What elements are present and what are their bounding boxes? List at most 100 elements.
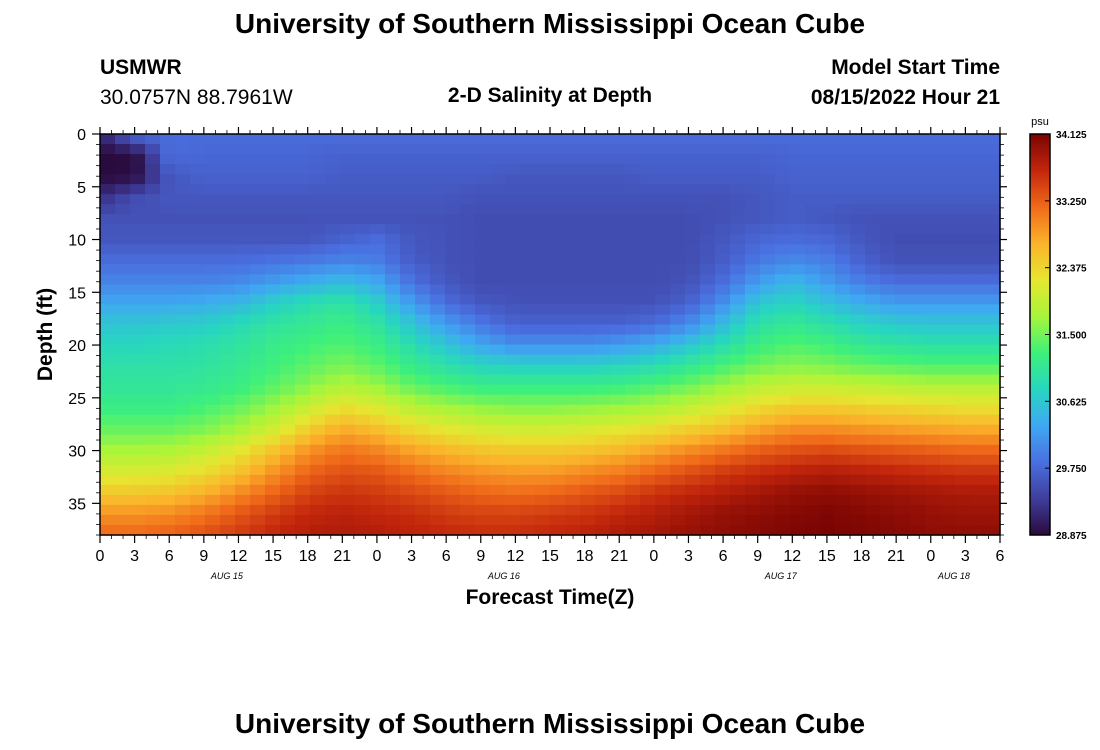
heatmap-cell xyxy=(790,154,806,165)
heatmap-cell xyxy=(460,484,476,496)
heatmap-cell xyxy=(805,314,821,326)
heatmap-cell xyxy=(865,244,881,255)
heatmap-cell xyxy=(145,304,161,316)
heatmap-cell xyxy=(985,484,1001,496)
heatmap-cell xyxy=(355,364,371,376)
heatmap-cell xyxy=(700,464,716,476)
heatmap-cell xyxy=(970,344,986,356)
heatmap-cell xyxy=(595,214,611,225)
heatmap-cell xyxy=(130,224,146,235)
heatmap-cell xyxy=(985,454,1001,466)
heatmap-cell xyxy=(910,504,926,516)
heatmap-cell xyxy=(790,144,806,155)
heatmap-cell xyxy=(100,434,116,446)
heatmap-cell xyxy=(610,424,626,436)
heatmap-cell xyxy=(595,404,611,416)
heatmap-cell xyxy=(145,444,161,456)
heatmap-cell xyxy=(670,304,686,316)
heatmap-cell xyxy=(310,154,326,165)
heatmap-cell xyxy=(910,294,926,306)
heatmap-cell xyxy=(730,314,746,326)
heatmap-cell xyxy=(805,404,821,416)
heatmap-cell xyxy=(460,174,476,185)
heatmap-cell xyxy=(370,214,386,225)
heatmap-cell xyxy=(100,464,116,476)
heatmap-cell xyxy=(850,374,866,386)
heatmap-cell xyxy=(115,434,131,446)
y-tick-label: 0 xyxy=(77,127,86,144)
heatmap-cell xyxy=(550,174,566,185)
heatmap-cell xyxy=(730,334,746,346)
heatmap-cell xyxy=(475,424,491,436)
heatmap-cell xyxy=(310,294,326,306)
heatmap-cell xyxy=(685,234,701,245)
heatmap-cell xyxy=(940,344,956,356)
heatmap-cell xyxy=(895,284,911,296)
heatmap-cell xyxy=(580,244,596,255)
heatmap-cell xyxy=(880,334,896,346)
heatmap-cell xyxy=(625,284,641,296)
heatmap-cell xyxy=(220,144,236,155)
heatmap-cell xyxy=(820,254,836,265)
heatmap-cell xyxy=(370,504,386,516)
heatmap-cell xyxy=(790,304,806,316)
heatmap-cell xyxy=(895,494,911,506)
heatmap-cell xyxy=(205,394,221,406)
heatmap-cell xyxy=(385,324,401,336)
heatmap-cell xyxy=(130,244,146,255)
heatmap-cell xyxy=(985,514,1001,526)
heatmap-cell xyxy=(910,194,926,205)
heatmap-cell xyxy=(115,284,131,296)
heatmap-cell xyxy=(700,274,716,285)
heatmap-cell xyxy=(880,364,896,376)
heatmap-cell xyxy=(505,144,521,155)
heatmap-cell xyxy=(250,454,266,466)
heatmap-cell xyxy=(250,304,266,316)
heatmap-cell xyxy=(145,374,161,386)
heatmap-cell xyxy=(625,324,641,336)
colorbar-tick-label: 34.125 xyxy=(1056,130,1087,141)
heatmap-cell xyxy=(655,304,671,316)
heatmap-cell xyxy=(880,394,896,406)
heatmap-cell xyxy=(550,434,566,446)
heatmap-cell xyxy=(790,164,806,175)
heatmap-cell xyxy=(100,174,116,185)
heatmap-cell xyxy=(445,364,461,376)
heatmap-cell xyxy=(370,404,386,416)
heatmap-cell xyxy=(805,464,821,476)
heatmap-cell xyxy=(790,404,806,416)
heatmap-cell xyxy=(100,274,116,285)
heatmap-cell xyxy=(505,244,521,255)
heatmap-cell xyxy=(220,394,236,406)
heatmap-cell xyxy=(355,464,371,476)
heatmap-cell xyxy=(775,424,791,436)
x-tick-label: 15 xyxy=(264,548,282,565)
heatmap-cell xyxy=(175,294,191,306)
heatmap-cell xyxy=(880,144,896,155)
heatmap-cell xyxy=(760,174,776,185)
heatmap-cell xyxy=(745,444,761,456)
heatmap-cell xyxy=(985,364,1001,376)
heatmap-cell xyxy=(520,444,536,456)
heatmap-cell xyxy=(130,314,146,326)
heatmap-cell xyxy=(790,504,806,516)
heatmap-cell xyxy=(940,424,956,436)
heatmap-cell xyxy=(505,424,521,436)
heatmap-cell xyxy=(535,504,551,516)
heatmap-cell xyxy=(175,424,191,436)
heatmap-cell xyxy=(250,414,266,426)
heatmap-cell xyxy=(820,204,836,215)
heatmap-cell xyxy=(400,414,416,426)
heatmap-cell xyxy=(505,264,521,275)
heatmap-cell xyxy=(895,384,911,396)
heatmap-cell xyxy=(490,234,506,245)
heatmap-cell xyxy=(175,184,191,195)
heatmap-cell xyxy=(340,174,356,185)
heatmap-cell xyxy=(760,344,776,356)
heatmap-cell xyxy=(790,214,806,225)
heatmap-cell xyxy=(580,184,596,195)
heatmap-cell xyxy=(160,314,176,326)
heatmap-cell xyxy=(250,334,266,346)
heatmap-cell xyxy=(565,334,581,346)
heatmap-cell xyxy=(235,154,251,165)
